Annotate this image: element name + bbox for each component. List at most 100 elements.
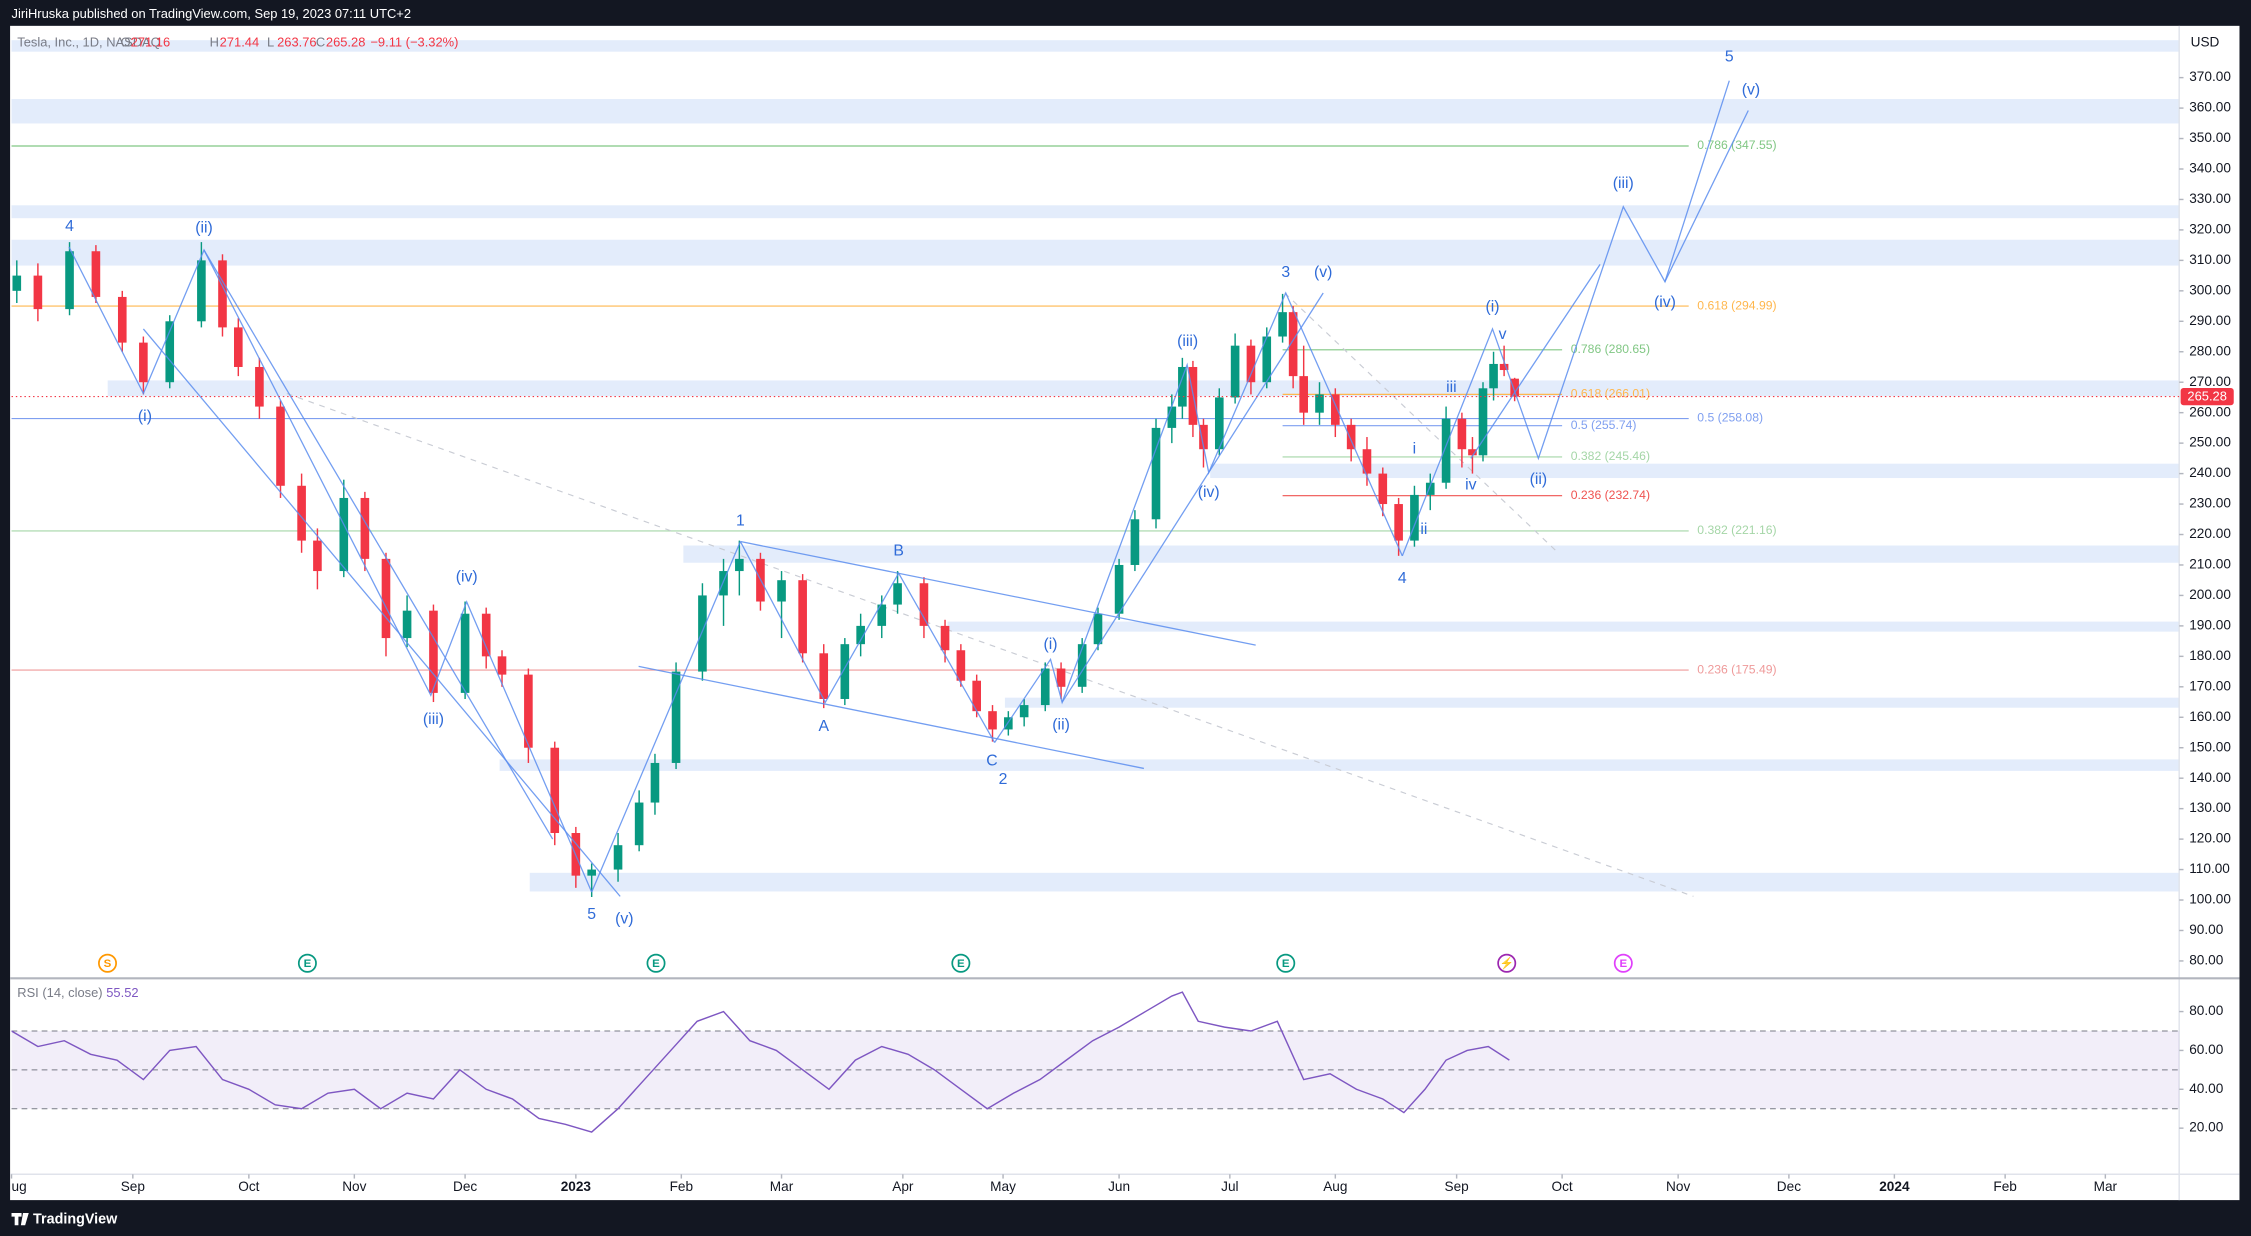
fib-label: 0.618 (294.99) [1697, 298, 1776, 312]
candle-body [919, 583, 929, 626]
event-marker [951, 953, 971, 973]
x-tick-label: 2024 [1879, 1179, 1910, 1194]
candle-body [840, 644, 850, 699]
x-tick-label: May [990, 1179, 1016, 1194]
candle-body [497, 656, 507, 675]
event-label: E [652, 958, 660, 970]
x-tick-label: 2023 [561, 1179, 592, 1194]
candle-body [117, 296, 127, 343]
candle-body [524, 674, 533, 748]
candle-body [460, 613, 470, 693]
candle-body [339, 497, 349, 572]
event-label: E [1619, 958, 1627, 970]
wave-label: iv [1465, 477, 1477, 494]
wave-label: (ii) [1530, 471, 1548, 488]
x-tick-label: Nov [342, 1179, 366, 1194]
x-tick-label: Dec [1777, 1179, 1801, 1194]
candle-body [1331, 394, 1340, 425]
wave-line [142, 328, 621, 897]
wave-label: iii [1446, 379, 1457, 396]
legend-value: 265.28 [326, 34, 365, 49]
y-tick-label: 140.00 [2189, 770, 2231, 785]
y-tick-label: 270.00 [2189, 374, 2231, 389]
wave-label: (iv) [456, 568, 478, 585]
candle-body [139, 342, 148, 383]
candle-body [856, 625, 865, 645]
candle-body [1151, 427, 1161, 520]
labels: JiriHruska published on TradingView.com,… [10, 6, 2234, 1227]
candle-body [671, 671, 681, 763]
fib-label: 0.5 (258.08) [1697, 411, 1763, 425]
x-tick-label: Oct [238, 1179, 259, 1194]
rsi-value: 55.52 [106, 985, 138, 1000]
event-marker [1613, 953, 1633, 973]
candle-body [1093, 613, 1103, 645]
rsi-y-tick-label: 20.00 [2189, 1120, 2224, 1135]
candle-body [613, 845, 623, 870]
wave-label: B [893, 543, 904, 560]
candle-body [1425, 482, 1435, 495]
wave-label: (iii) [1177, 333, 1198, 350]
rsi-line [11, 991, 1510, 1133]
event-marker [646, 953, 666, 973]
candle-body [550, 747, 560, 834]
candle-body [12, 275, 22, 291]
candle-body [1262, 336, 1272, 383]
wave-line [1401, 80, 1730, 557]
candle-body [165, 321, 175, 383]
fib-label: 0.382 (245.46) [1571, 449, 1650, 463]
legend-label: L [267, 34, 274, 49]
candle-body [940, 625, 950, 651]
candle-body [1499, 363, 1509, 371]
candle-body [381, 558, 391, 639]
x-tick-label: ug [12, 1179, 27, 1194]
candle-body [65, 251, 74, 310]
y-tick-label: 240.00 [2189, 465, 2231, 480]
event-label: E [957, 958, 965, 970]
candle-body [650, 762, 660, 803]
event-marker [1497, 953, 1517, 973]
y-tick-label: 190.00 [2189, 617, 2231, 632]
wave-line [994, 291, 1403, 743]
fib-label: 0.236 (232.74) [1571, 488, 1650, 502]
candle-body [1114, 564, 1124, 614]
candle-body [956, 650, 966, 681]
legend-label: C [316, 34, 325, 49]
candle-body [735, 558, 744, 572]
wave-label: (v) [1314, 264, 1332, 281]
brand-logo [11, 1213, 29, 1226]
candle-body [1056, 668, 1066, 687]
candle-body [1362, 449, 1372, 474]
y-tick-label: 250.00 [2189, 435, 2231, 450]
y-tick-label: 260.00 [2189, 404, 2231, 419]
y-tick-label: 330.00 [2189, 191, 2231, 206]
candle-body [1214, 397, 1224, 450]
price-tag [2180, 387, 2234, 406]
legend-label: O [121, 34, 131, 49]
fib-label: 0.5 (255.74) [1571, 418, 1637, 432]
candle-body [1346, 424, 1356, 450]
wave-line [638, 665, 1145, 770]
candle-body [1478, 388, 1488, 456]
candle-body [1130, 519, 1140, 565]
main-pane: 0.786 (347.55) 0.618 (294.99) 0.5 (258.08)… [11, 49, 2180, 973]
fib-label: 0.786 (280.65) [1571, 342, 1650, 356]
candle-body [719, 571, 728, 596]
x-tick-label: Oct [1552, 1179, 1573, 1194]
candle-body [197, 260, 206, 322]
wave-line [591, 541, 741, 893]
wave-label: (iii) [423, 711, 444, 728]
y-tick-label: 80.00 [2189, 953, 2224, 968]
candle-body [1167, 406, 1177, 428]
candle-body [1410, 494, 1419, 541]
wave-label: 2 [999, 771, 1008, 788]
candle-body [1315, 394, 1324, 413]
wave-label: (i) [1485, 298, 1499, 315]
fib-label: 0.618 (266.01) [1571, 387, 1650, 401]
wave-label: (i) [138, 408, 152, 425]
candle-body [1040, 668, 1050, 706]
x-tick-label: Feb [1993, 1179, 2016, 1194]
wave-label: 4 [1398, 570, 1407, 587]
candle-body [1199, 424, 1208, 450]
